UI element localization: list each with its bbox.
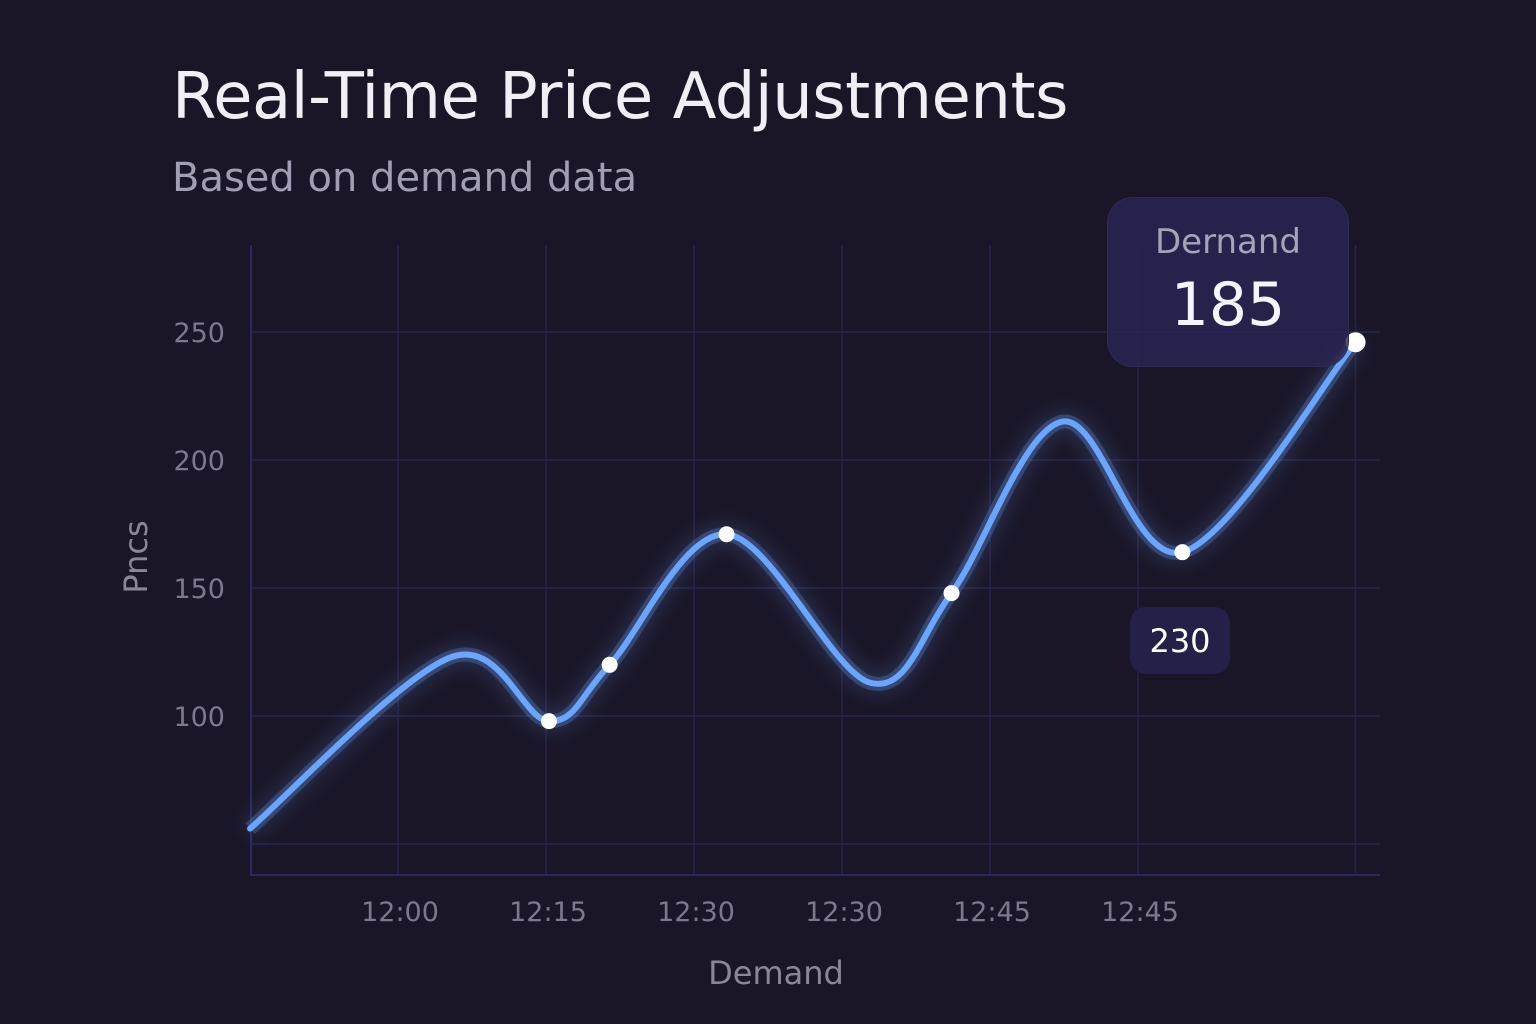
y-tick-label: 200 <box>173 446 225 477</box>
x-axis-label: Demand <box>708 954 844 992</box>
data-point <box>1174 544 1191 561</box>
chart-subtitle: Based on demand data <box>172 155 638 201</box>
y-tick-label: 100 <box>173 702 225 733</box>
data-point <box>943 585 960 602</box>
data-point <box>1345 332 1366 353</box>
series-line-glow <box>245 337 1362 834</box>
y-tick-label: 150 <box>173 574 225 605</box>
tooltip-label: Dernand <box>1155 222 1301 262</box>
chart-title: Real-Time Price Adjustments <box>172 60 1068 134</box>
x-tick-label: 12:30 <box>657 897 735 928</box>
tooltip-value: 185 <box>1170 270 1286 340</box>
x-tick-label: 12:30 <box>805 897 883 928</box>
x-tick-label: 12:00 <box>361 897 439 928</box>
x-tick-label: 12:15 <box>509 897 587 928</box>
data-point <box>718 526 735 543</box>
y-axis-label: Pncs <box>117 520 155 593</box>
tooltip: Dernand 185 <box>1107 197 1349 367</box>
series-line <box>247 339 1359 832</box>
y-tick-label: 250 <box>173 318 225 349</box>
x-tick-label: 12:45 <box>953 897 1031 928</box>
data-point <box>601 656 618 673</box>
data-point <box>540 713 557 730</box>
point-annotation: 230 <box>1130 607 1230 674</box>
x-tick-label: 12:45 <box>1101 897 1179 928</box>
